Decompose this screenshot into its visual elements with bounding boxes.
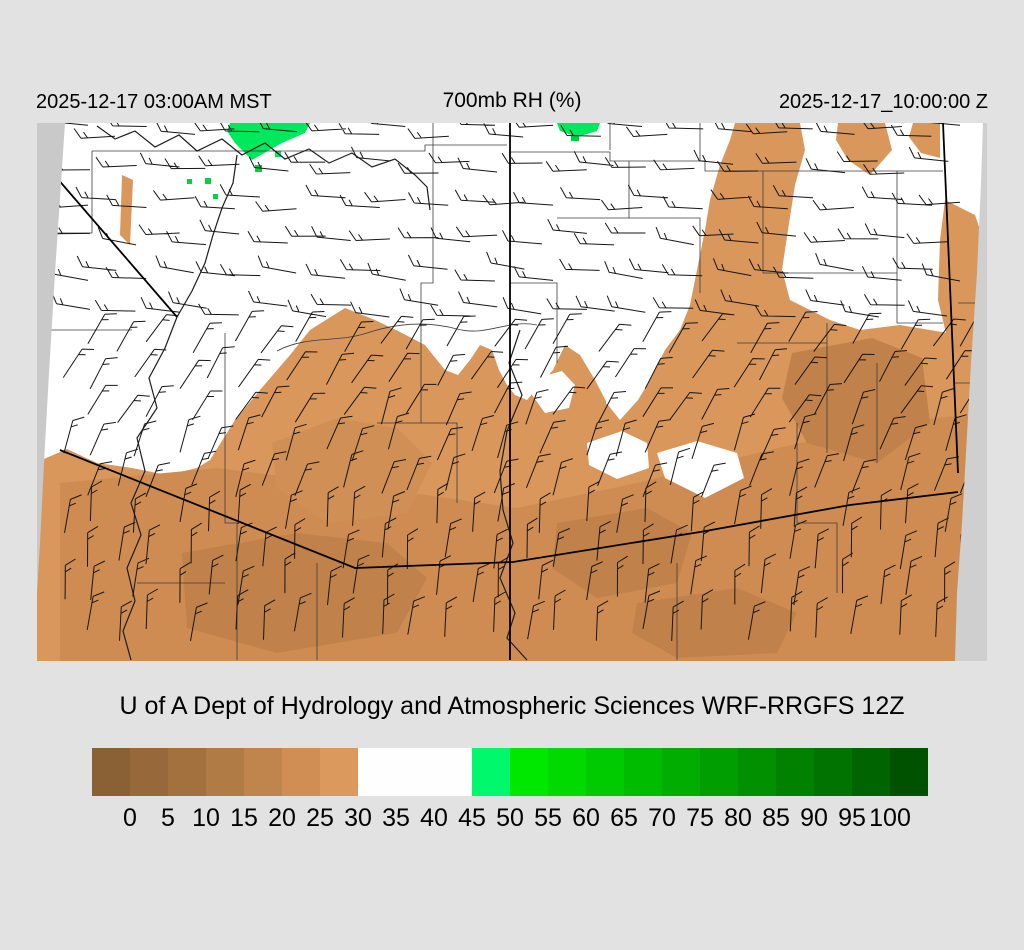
colorbar-tick-label: 35 xyxy=(382,804,410,832)
colorbar-segment xyxy=(814,748,852,796)
weather-map xyxy=(36,111,991,661)
colorbar-segment xyxy=(510,748,548,796)
colorbar-tick-labels: 0 5 10 15 20 25 30 35 40 45 50 55 60 65 70 75 80 85 90 95 10… xyxy=(92,804,928,834)
colorbar-tick-label: 10 xyxy=(192,804,220,832)
weather-map-canvas xyxy=(36,111,991,661)
colorbar-tick-label: 15 xyxy=(230,804,258,832)
colorbar-segment xyxy=(738,748,776,796)
colorbar-segment xyxy=(662,748,700,796)
colorbar-tick-label: 85 xyxy=(762,804,790,832)
colorbar-tick-label: 90 xyxy=(800,804,828,832)
colorbar-tick-label: 55 xyxy=(534,804,562,832)
valid-time-utc: 2025-12-17_10:00:00 Z xyxy=(778,91,988,113)
colorbar-segment xyxy=(624,748,662,796)
colorbar-tick-label: 75 xyxy=(686,804,714,832)
colorbar-tick-label: 40 xyxy=(420,804,448,832)
colorbar-tick-label: 30 xyxy=(344,804,372,832)
valid-time-local: 2025-12-17 03:00AM MST xyxy=(36,91,272,113)
colorbar-segment xyxy=(586,748,624,796)
colorbar-segment xyxy=(700,748,738,796)
colorbar-tick-label: 80 xyxy=(724,804,752,832)
wind-barb-glyphs xyxy=(46,111,991,641)
rh-dry-sliver-nw xyxy=(120,175,133,245)
colorbar-segment xyxy=(852,748,890,796)
colorbar-segment xyxy=(358,748,396,796)
colorbar-tick-label: 60 xyxy=(572,804,600,832)
colorbar-segment xyxy=(92,748,130,796)
plot-title: 700mb RH (%) xyxy=(442,89,582,112)
colorbar-tick-label: 100 xyxy=(869,804,911,832)
colorbar-segment xyxy=(776,748,814,796)
colorbar-tick-label: 25 xyxy=(306,804,334,832)
rh-white-holes xyxy=(532,346,744,498)
colorbar-tick-label: 5 xyxy=(161,804,175,832)
rh-dry-blob-ne2 xyxy=(909,123,940,158)
colorbar-segment xyxy=(434,748,472,796)
river-colorado xyxy=(96,125,431,211)
colorbar-tick-label: 20 xyxy=(268,804,296,832)
colorbar-tick-label: 45 xyxy=(458,804,486,832)
wind-barbs xyxy=(46,111,991,641)
rh-dry-region xyxy=(37,123,987,661)
colorbar-tick-label: 65 xyxy=(610,804,638,832)
colorbar-tick-label: 50 xyxy=(496,804,524,832)
colorbar-tick-label: 70 xyxy=(648,804,676,832)
border-nm-tx xyxy=(942,122,959,474)
colorbar-segment xyxy=(244,748,282,796)
border-mexico xyxy=(59,449,959,569)
colorbar-segment xyxy=(282,748,320,796)
attribution-caption: U of A Dept of Hydrology and Atmospheric… xyxy=(119,692,905,720)
colorbar-segment xyxy=(168,748,206,796)
colorbar-segment xyxy=(548,748,586,796)
out-of-domain-mask xyxy=(37,123,987,661)
colorbar-segment xyxy=(320,748,358,796)
colorbar-segment xyxy=(206,748,244,796)
colorbar-segment xyxy=(396,748,434,796)
colorbar-segment xyxy=(130,748,168,796)
rh-dry-blob-ne xyxy=(836,123,892,175)
colorbar xyxy=(92,748,928,796)
colorbar-segment xyxy=(890,748,928,796)
colorbar-tick-label: 95 xyxy=(838,804,866,832)
colorbar-tick-label: 0 xyxy=(123,804,137,832)
rivers xyxy=(96,125,528,661)
colorbar-segment xyxy=(472,748,510,796)
